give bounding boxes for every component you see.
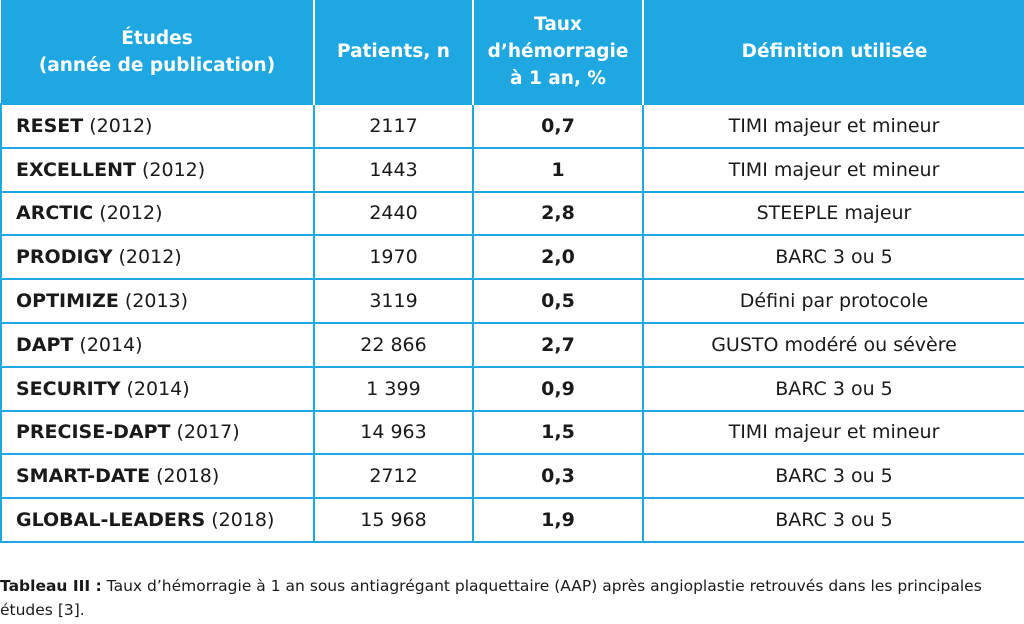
rate-cell: 2,0 (472, 234, 644, 281)
header-studies-line2: (année de publication) (38, 54, 276, 76)
caption-text: Taux d’hémorragie à 1 an sous antiagréga… (0, 577, 982, 619)
study-name: SMART-DATE (16, 465, 151, 488)
study-cell: PRODIGY (2012) (0, 234, 315, 281)
rate-cell: 0,5 (472, 278, 644, 324)
study-name: SECURITY (16, 377, 121, 400)
patients-cell: 22 866 (313, 321, 474, 368)
definition-cell: GUSTO modéré ou sévère (642, 321, 1024, 368)
study-cell: SMART-DATE (2018) (0, 453, 315, 500)
study-year: (2013) (118, 290, 189, 313)
table-row: PRODIGY (2012) 1970 2,0 BARC 3 ou 5 (0, 234, 1024, 281)
table-row: GLOBAL-LEADERS (2018) 15 968 1,9 BARC 3 … (0, 497, 1024, 543)
rate-cell: 0,9 (472, 365, 644, 412)
table-body: RESET (2012) 2117 0,7 TIMI majeur et min… (0, 103, 1024, 543)
rate-cell: 2,7 (472, 321, 644, 368)
study-year: (2018) (205, 509, 275, 532)
study-cell: DAPT (2014) (0, 321, 315, 368)
header-studies: Études (année de publication) (1, 0, 315, 104)
table-row: DAPT (2014) 22 866 2,7 GUSTO modéré ou s… (0, 321, 1024, 368)
study-name: OPTIMIZE (16, 290, 119, 313)
study-cell: SECURITY (2014) (0, 365, 315, 412)
definition-cell: BARC 3 ou 5 (642, 365, 1024, 412)
table-row: EXCELLENT (2012) 1443 1 TIMI majeur et m… (0, 146, 1024, 193)
study-cell: OPTIMIZE (2013) (0, 278, 315, 324)
header-patients: Patients, n (314, 0, 474, 104)
header-row: Études (année de publication) Patients, … (1, 0, 1024, 104)
patients-cell: 2117 (313, 103, 474, 149)
study-year: (2014) (120, 377, 190, 400)
rate-cell: 0,3 (472, 453, 644, 500)
header-rate-line1: Taux (534, 14, 582, 35)
study-name: DAPT (16, 333, 74, 356)
definition-cell: STEEPLE majeur (642, 190, 1024, 237)
patients-cell: 3119 (313, 278, 474, 324)
header-definition: Définition utilisée (643, 0, 1024, 104)
header-rate-line2: d’hémorragie (487, 41, 629, 62)
patients-cell: 1970 (313, 234, 474, 281)
definition-cell: TIMI majeur et mineur (642, 146, 1024, 193)
header-rate: Taux d’hémorragie à 1 an, % (473, 0, 644, 104)
rate-cell: 1,9 (472, 497, 644, 543)
table-row: RESET (2012) 2117 0,7 TIMI majeur et min… (0, 103, 1024, 149)
rate-cell: 1,5 (472, 409, 644, 456)
rate-cell: 2,8 (472, 190, 644, 237)
table-row: OPTIMIZE (2013) 3119 0,5 Défini par prot… (0, 278, 1024, 324)
patients-cell: 14 963 (313, 409, 474, 456)
rate-cell: 1 (472, 146, 644, 193)
patients-cell: 2712 (313, 453, 474, 500)
bleeding-rates-table: Études (année de publication) Patients, … (0, 0, 1024, 543)
definition-cell: Défini par protocole (642, 278, 1024, 324)
table-row: SMART-DATE (2018) 2712 0,3 BARC 3 ou 5 (0, 453, 1024, 500)
study-year: (2012) (93, 202, 163, 225)
study-year: (2014) (73, 333, 143, 356)
study-year: (2017) (170, 421, 240, 444)
study-name: RESET (16, 114, 84, 137)
study-cell: ARCTIC (2012) (0, 190, 315, 237)
study-year: (2012) (135, 158, 206, 181)
study-name: PRECISE-DAPT (16, 421, 171, 444)
table-row: ARCTIC (2012) 2440 2,8 STEEPLE majeur (0, 190, 1024, 237)
study-name: GLOBAL-LEADERS (16, 509, 206, 532)
study-year: (2012) (83, 114, 153, 137)
study-name: PRODIGY (16, 246, 113, 269)
caption-label: Tableau III : (0, 577, 102, 595)
definition-cell: TIMI majeur et mineur (642, 103, 1024, 149)
table-row: PRECISE-DAPT (2017) 14 963 1,5 TIMI maje… (0, 409, 1024, 456)
definition-cell: BARC 3 ou 5 (642, 497, 1024, 543)
header-rate-line3: à 1 an, % (510, 68, 606, 89)
study-year: (2018) (150, 465, 220, 488)
definition-cell: BARC 3 ou 5 (642, 453, 1024, 500)
bleeding-rates-table-container: Études (année de publication) Patients, … (0, 0, 1024, 543)
study-cell: EXCELLENT (2012) (0, 146, 315, 193)
study-cell: PRECISE-DAPT (2017) (0, 409, 315, 456)
patients-cell: 15 968 (313, 497, 474, 543)
study-year: (2012) (112, 246, 182, 269)
study-cell: GLOBAL-LEADERS (2018) (0, 497, 315, 543)
table-caption: Tableau III : Taux d’hémorragie à 1 an s… (0, 574, 1024, 622)
study-cell: RESET (2012) (0, 103, 315, 149)
header-studies-line1: Études (121, 27, 193, 49)
study-name: EXCELLENT (16, 158, 136, 181)
rate-cell: 0,7 (472, 103, 644, 149)
patients-cell: 2440 (313, 190, 474, 237)
table-row: SECURITY (2014) 1 399 0,9 BARC 3 ou 5 (0, 365, 1024, 412)
study-name: ARCTIC (16, 202, 94, 225)
patients-cell: 1443 (313, 146, 474, 193)
table-header: Études (année de publication) Patients, … (1, 0, 1024, 104)
definition-cell: TIMI majeur et mineur (642, 409, 1024, 456)
definition-cell: BARC 3 ou 5 (642, 234, 1024, 281)
patients-cell: 1 399 (313, 365, 474, 412)
